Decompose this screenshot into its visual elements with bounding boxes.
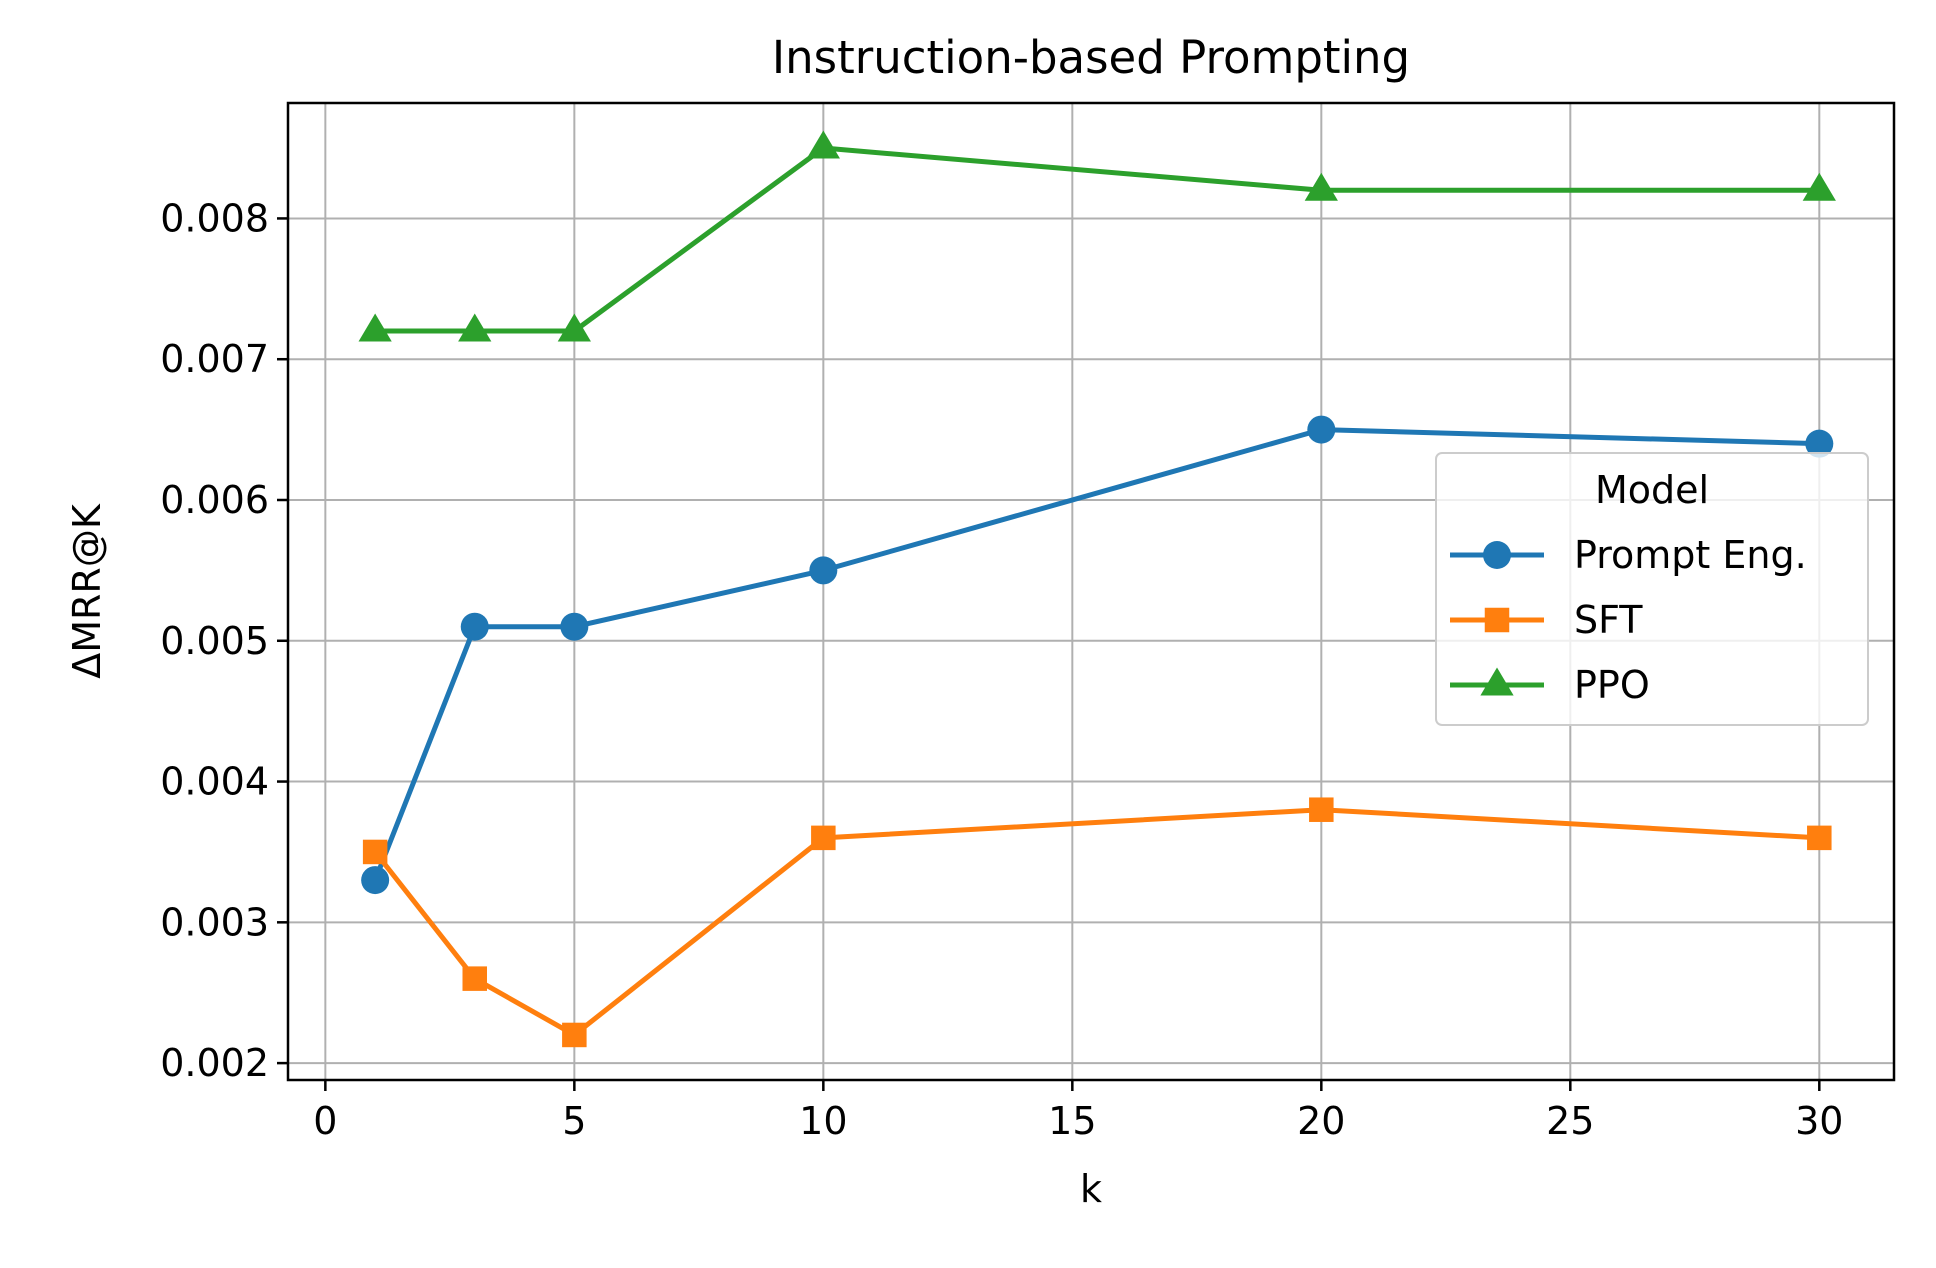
y-tick-label: 0.006 xyxy=(160,478,269,522)
x-axis-label: k xyxy=(1080,1167,1102,1211)
data-point-sft xyxy=(362,839,388,865)
data-point-prompt-eng xyxy=(361,866,390,895)
y-tick-label: 0.005 xyxy=(160,619,269,663)
y-tick-label: 0.004 xyxy=(160,760,269,804)
legend-entry-prompt-eng: Prompt Eng. xyxy=(1450,533,1807,577)
legend-entries: Prompt Eng. SFT PPO xyxy=(1450,533,1807,707)
legend-marker-prompt-eng xyxy=(1483,541,1511,569)
legend-entry-sft: SFT xyxy=(1450,598,1643,642)
legend: Model Prompt Eng. SFT PPO xyxy=(1435,452,1869,726)
y-tick-label: 0.008 xyxy=(160,196,269,240)
x-tick-label: 25 xyxy=(1546,1099,1594,1143)
data-point-prompt-eng xyxy=(1307,415,1336,444)
series-line-sft xyxy=(371,807,1822,1038)
y-tick-label: 0.007 xyxy=(160,337,269,381)
data-point-ppo xyxy=(806,130,840,159)
data-point-prompt-eng xyxy=(809,556,838,585)
data-point-sft xyxy=(1309,797,1334,822)
axes-frame xyxy=(286,101,1896,1082)
legend-label-prompt-eng: Prompt Eng. xyxy=(1574,533,1807,577)
legend-box xyxy=(1435,452,1869,726)
legend-marker-sft xyxy=(1484,607,1510,633)
data-point-ppo xyxy=(358,313,392,342)
x-tick-label: 5 xyxy=(562,1099,586,1143)
x-tick-label: 15 xyxy=(1048,1099,1096,1143)
chart-title: Instruction-based Prompting xyxy=(772,31,1410,84)
x-tick-label: 10 xyxy=(799,1099,847,1143)
data-point-sft xyxy=(462,966,487,991)
y-axis-label: ΔMRR@K xyxy=(65,503,109,679)
y-axis-ticks: 0.002 0.003 0.004 0.005 0.006 0.007 0.008 xyxy=(160,196,288,1085)
data-point-ppo xyxy=(1304,172,1338,201)
legend-entry-ppo: PPO xyxy=(1450,663,1650,707)
x-tick-label: 20 xyxy=(1297,1099,1345,1143)
series-line-prompt-eng xyxy=(371,427,1822,884)
y-tick-label: 0.002 xyxy=(160,1041,269,1085)
series-lines xyxy=(371,145,1822,1038)
x-axis-ticks: 0 5 10 15 20 25 30 xyxy=(313,1080,1843,1143)
data-point-prompt-eng xyxy=(560,612,589,641)
series-markers xyxy=(358,130,1836,1048)
data-point-sft xyxy=(811,825,836,851)
legend-marker-ppo xyxy=(1480,667,1514,696)
data-point-ppo xyxy=(458,313,492,342)
data-point-prompt-eng xyxy=(1805,429,1834,458)
y-tick-label: 0.003 xyxy=(160,900,269,944)
legend-title: Model xyxy=(1595,468,1709,512)
x-tick-label: 0 xyxy=(313,1099,337,1143)
data-point-prompt-eng xyxy=(460,612,489,641)
legend-label-ppo: PPO xyxy=(1574,663,1650,707)
data-point-sft xyxy=(1807,825,1832,851)
data-point-ppo xyxy=(1802,172,1836,201)
legend-label-sft: SFT xyxy=(1574,598,1643,642)
x-tick-label: 30 xyxy=(1795,1099,1843,1143)
series-line-ppo xyxy=(372,145,1822,334)
data-point-ppo xyxy=(557,313,591,342)
data-point-sft xyxy=(562,1022,587,1048)
